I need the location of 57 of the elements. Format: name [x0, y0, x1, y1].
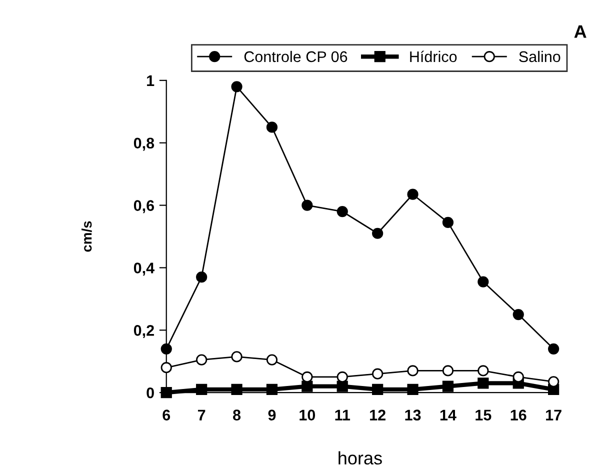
- point: [160, 362, 172, 374]
- legend-label: Salino: [519, 50, 560, 62]
- point: [372, 368, 384, 380]
- point: [231, 384, 242, 396]
- x-tick-label: 9: [268, 410, 276, 420]
- point: [160, 343, 172, 354]
- x-tick-label: 13: [405, 410, 421, 420]
- x-tick-label: 11: [335, 410, 350, 420]
- point: [196, 272, 208, 283]
- point: [407, 365, 418, 376]
- point: [512, 371, 524, 383]
- x-tick-label: 6: [162, 410, 170, 420]
- point: [266, 354, 278, 366]
- x-tick-label: 7: [198, 410, 206, 420]
- point: [196, 384, 208, 396]
- point: [442, 216, 454, 228]
- point: [266, 384, 278, 396]
- x-tick-label: 8: [233, 410, 241, 420]
- x-tick-label: 14: [440, 410, 456, 420]
- point: [548, 376, 560, 388]
- point: [302, 380, 313, 392]
- point: [478, 378, 489, 389]
- point: [442, 365, 454, 376]
- y-tick-label: 0,4: [134, 262, 154, 276]
- point: [548, 343, 560, 354]
- point: [336, 380, 348, 392]
- legend-label: Controle CP 06: [244, 50, 348, 62]
- y-tick-label: 0,8: [134, 138, 154, 151]
- y-tick-label: 0,6: [134, 200, 154, 214]
- point: [478, 276, 489, 288]
- point: [407, 188, 418, 200]
- x-tick-label: 17: [546, 410, 562, 420]
- text: A: [574, 25, 586, 38]
- point: [336, 371, 348, 383]
- x-tick-label: 12: [370, 410, 386, 420]
- x-tick-label: 15: [476, 410, 492, 420]
- legend-label: Hídrico: [410, 50, 457, 62]
- point: [336, 206, 348, 218]
- point: [231, 351, 242, 362]
- point: [407, 384, 418, 396]
- point: [231, 81, 242, 92]
- point: [302, 200, 313, 211]
- x-tick-label: 10: [300, 410, 316, 420]
- point: [302, 371, 313, 383]
- point: [512, 308, 524, 320]
- x-tick-label: 16: [510, 410, 526, 420]
- point: [442, 380, 454, 392]
- point: [372, 384, 384, 396]
- x-axis-title: horas: [338, 451, 382, 465]
- y-axis-title: cm/s: [81, 221, 92, 252]
- point: [372, 228, 384, 239]
- y-tick-label: 0: [146, 387, 154, 398]
- point: [266, 122, 278, 133]
- point: [196, 354, 208, 366]
- y-tick-label: 0,2: [134, 325, 154, 338]
- point: [478, 365, 489, 376]
- y-tick-label: 1: [147, 75, 154, 86]
